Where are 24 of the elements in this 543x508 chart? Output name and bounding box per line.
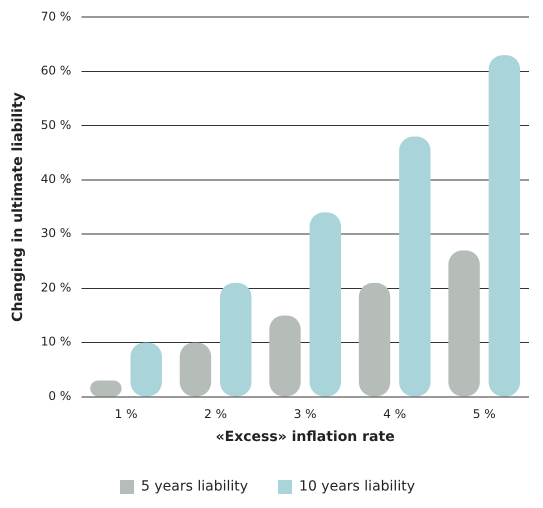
x-tick-label: 5 % [472,407,496,422]
bar [220,282,252,396]
y-tick-label: 70 % [40,9,72,24]
bar [399,136,431,396]
y-tick-label: 60 % [40,64,72,78]
x-tick-label: 2 % [204,407,228,422]
bar [269,315,301,396]
legend-label: 5 years liability [141,478,248,495]
bar [488,55,520,396]
bar [448,250,480,396]
y-tick-label: 10 % [40,334,72,349]
y-tick-label: 0 % [48,388,72,403]
y-tick-label: 50 % [40,118,72,132]
y-tick-label: 40 % [40,172,72,186]
x-axis-title: «Excess» inflation rate [216,429,395,446]
bar [358,282,390,396]
x-tick-label: 3 % [294,407,317,422]
y-axis-title: Changing in ultimate liability [10,92,26,322]
legend-label: 10 years liability [299,478,415,495]
y-tick-label: 30 % [40,226,72,240]
x-tick-label: 4 % [383,407,406,422]
bar [310,212,342,396]
x-tick-label: 1 % [114,407,138,422]
y-tick-label: 20 % [40,280,72,294]
